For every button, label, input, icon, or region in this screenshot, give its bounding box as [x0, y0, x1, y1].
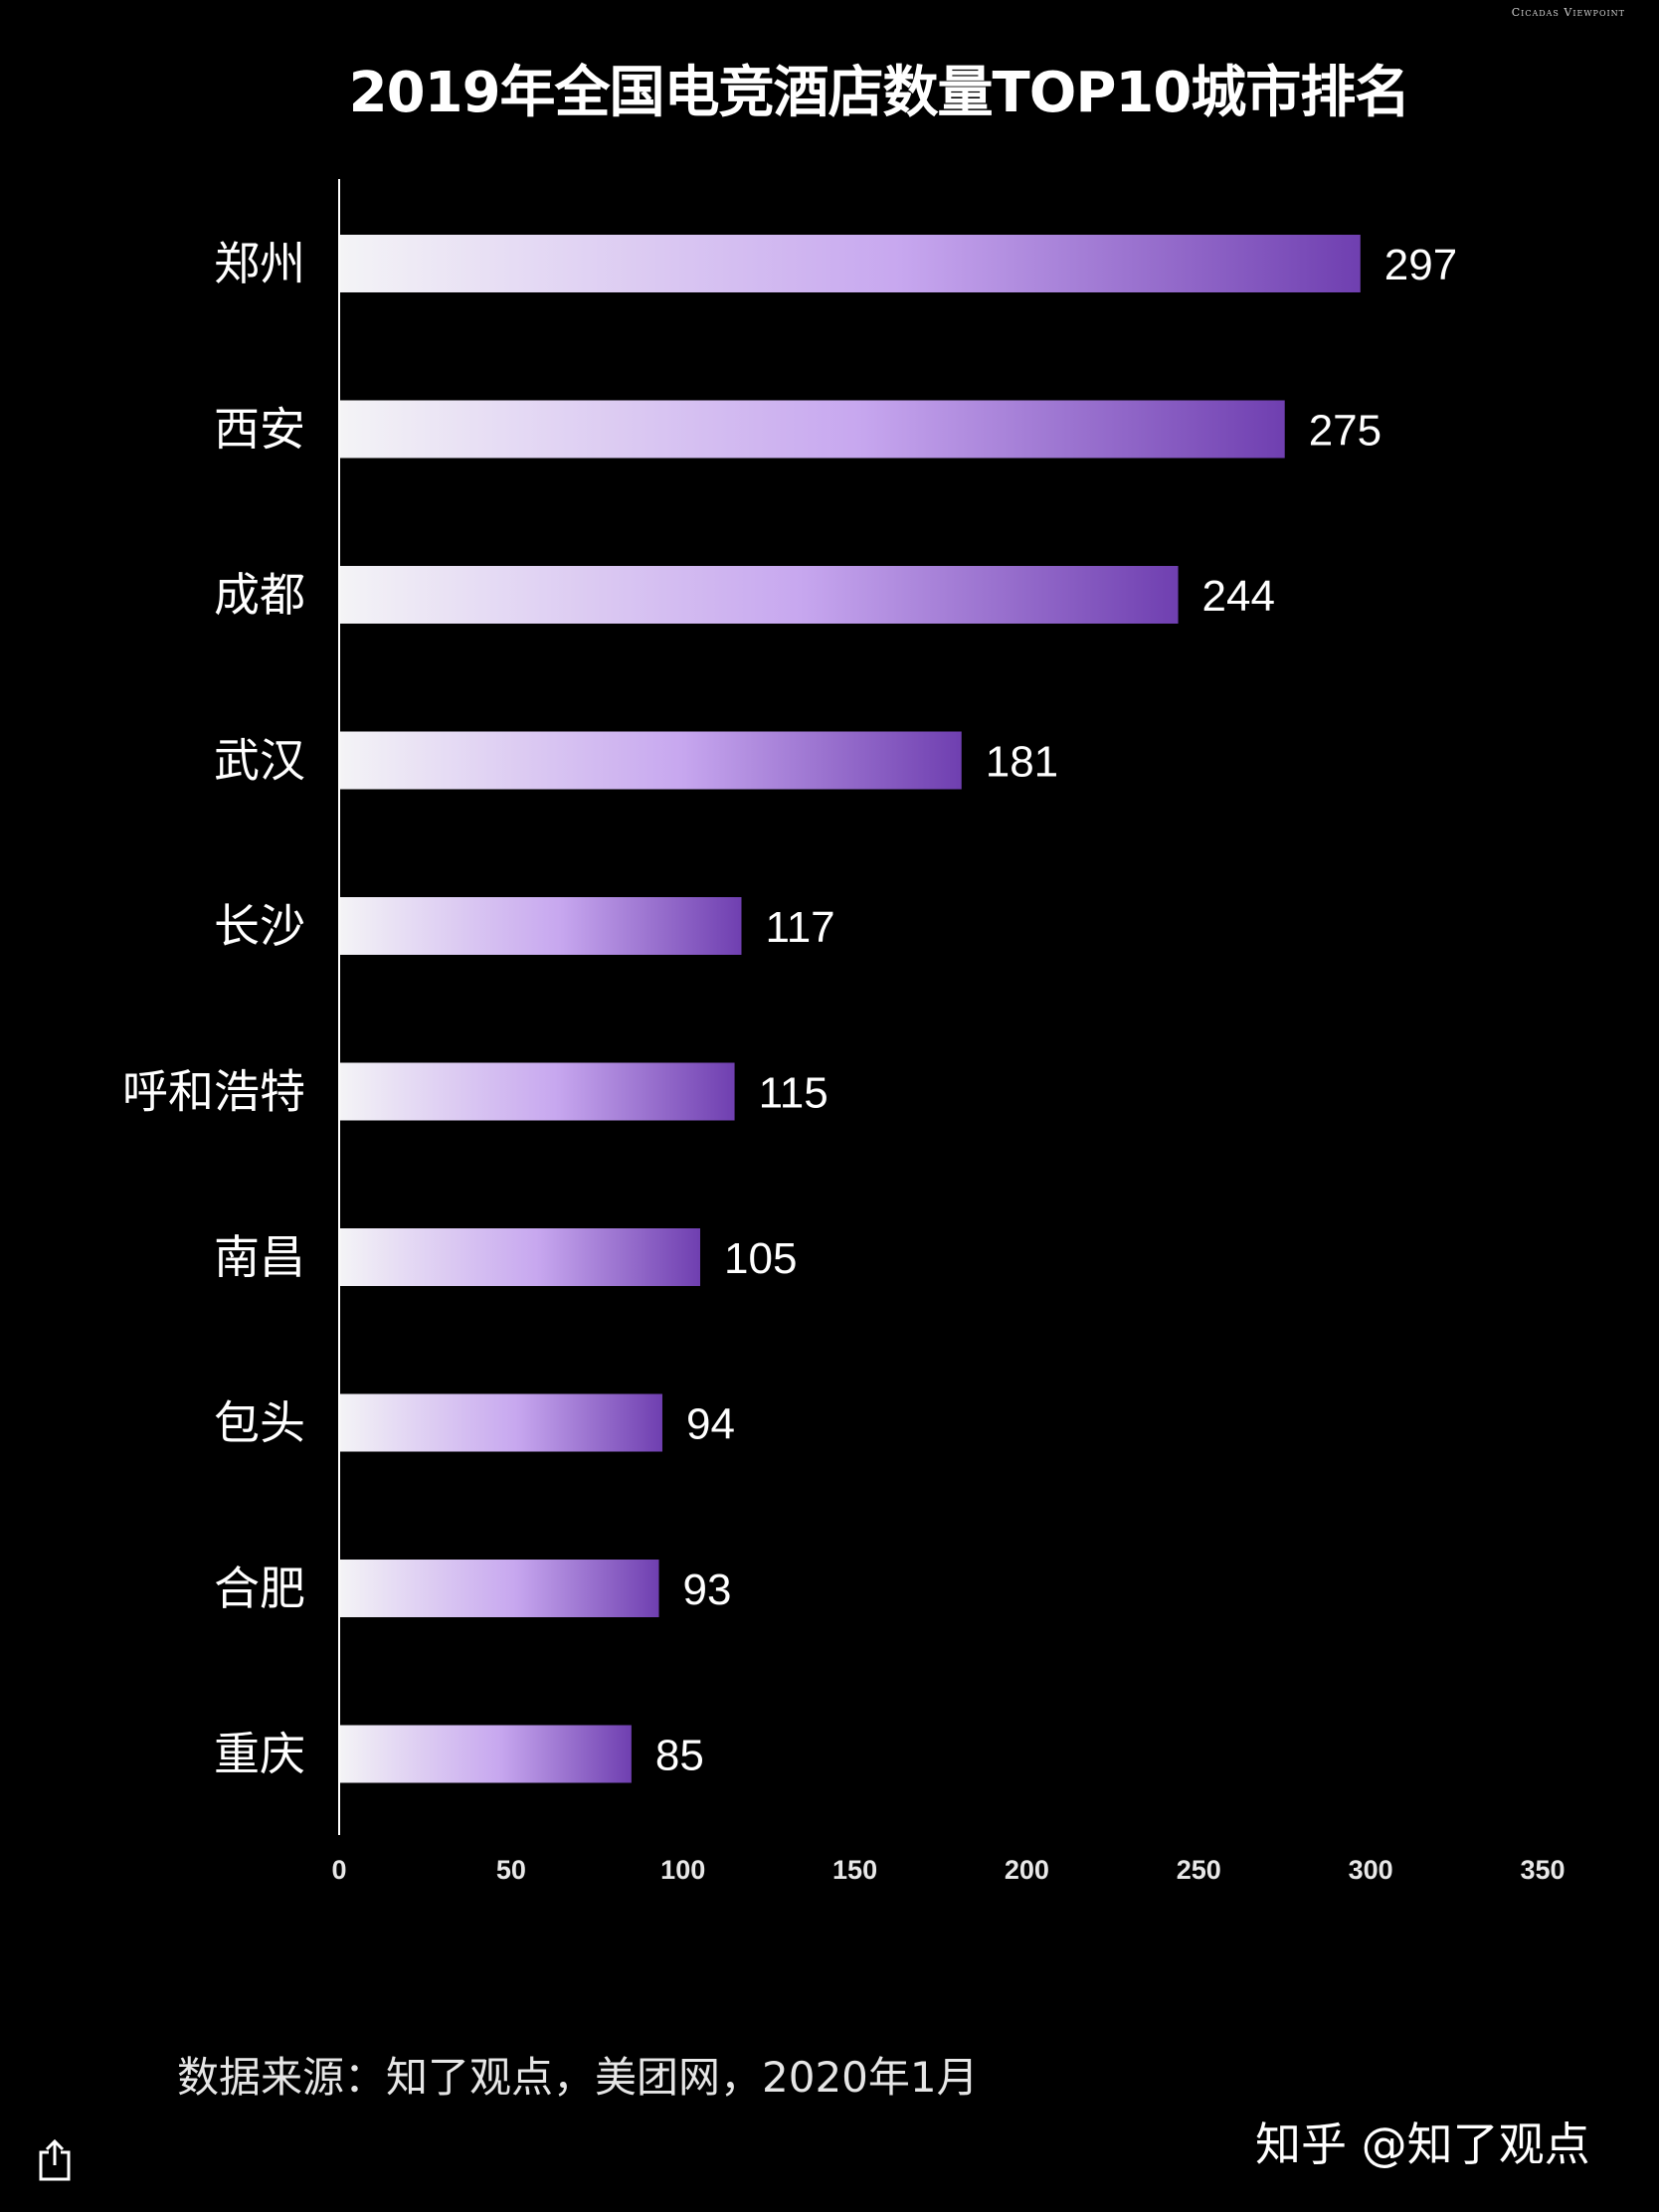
data-label: 117	[765, 903, 834, 952]
category-label: 长沙	[214, 899, 305, 953]
bar-1	[339, 235, 1361, 292]
bar-9	[339, 1560, 659, 1617]
bar-4	[339, 731, 962, 790]
x-tick-label: 250	[1177, 1855, 1221, 1885]
data-label: 115	[759, 1069, 829, 1118]
category-label: 郑州	[214, 237, 305, 290]
bar-10	[339, 1725, 632, 1783]
bar-3	[339, 566, 1179, 624]
data-label: 85	[655, 1732, 704, 1780]
data-label: 93	[683, 1566, 732, 1614]
chart-title: 2019年全国电竞酒店数量TOP10城市排名	[348, 61, 1411, 125]
brand-logo-text: Cicadas Viewpoint	[1511, 6, 1625, 19]
category-label: 呼和浩特	[122, 1065, 305, 1119]
zhihu-watermark: 知乎 @知了观点	[1255, 2118, 1590, 2171]
x-tick-label: 200	[1005, 1855, 1049, 1885]
share-button[interactable]	[38, 2138, 72, 2182]
x-tick-label: 100	[660, 1855, 705, 1885]
category-label: 南昌	[214, 1230, 305, 1284]
category-label: 包头	[214, 1396, 305, 1450]
category-label: 西安	[214, 403, 305, 457]
data-label: 244	[1202, 572, 1275, 621]
data-label: 94	[686, 1400, 735, 1449]
category-label: 武汉	[214, 734, 305, 788]
x-tick-label: 300	[1349, 1855, 1393, 1885]
data-label: 105	[724, 1234, 797, 1283]
x-tick-label: 150	[832, 1855, 877, 1885]
bar-7	[339, 1228, 700, 1286]
data-label: 181	[986, 738, 1058, 787]
bar-6	[339, 1062, 735, 1121]
bar-5	[339, 897, 742, 955]
x-tick-label: 0	[331, 1855, 346, 1885]
data-source-note: 数据来源：知了观点，美团网，2020年1月	[177, 2053, 979, 2102]
bar-8	[339, 1393, 662, 1452]
data-label: 297	[1384, 241, 1457, 289]
category-label: 合肥	[214, 1562, 305, 1615]
share-icon	[39, 2138, 71, 2181]
category-label: 重庆	[214, 1728, 305, 1781]
x-tick-label: 350	[1520, 1855, 1565, 1885]
category-label: 成都	[214, 568, 305, 622]
data-label: 275	[1309, 407, 1382, 456]
bar-2	[339, 400, 1285, 459]
x-tick-label: 50	[496, 1855, 526, 1885]
